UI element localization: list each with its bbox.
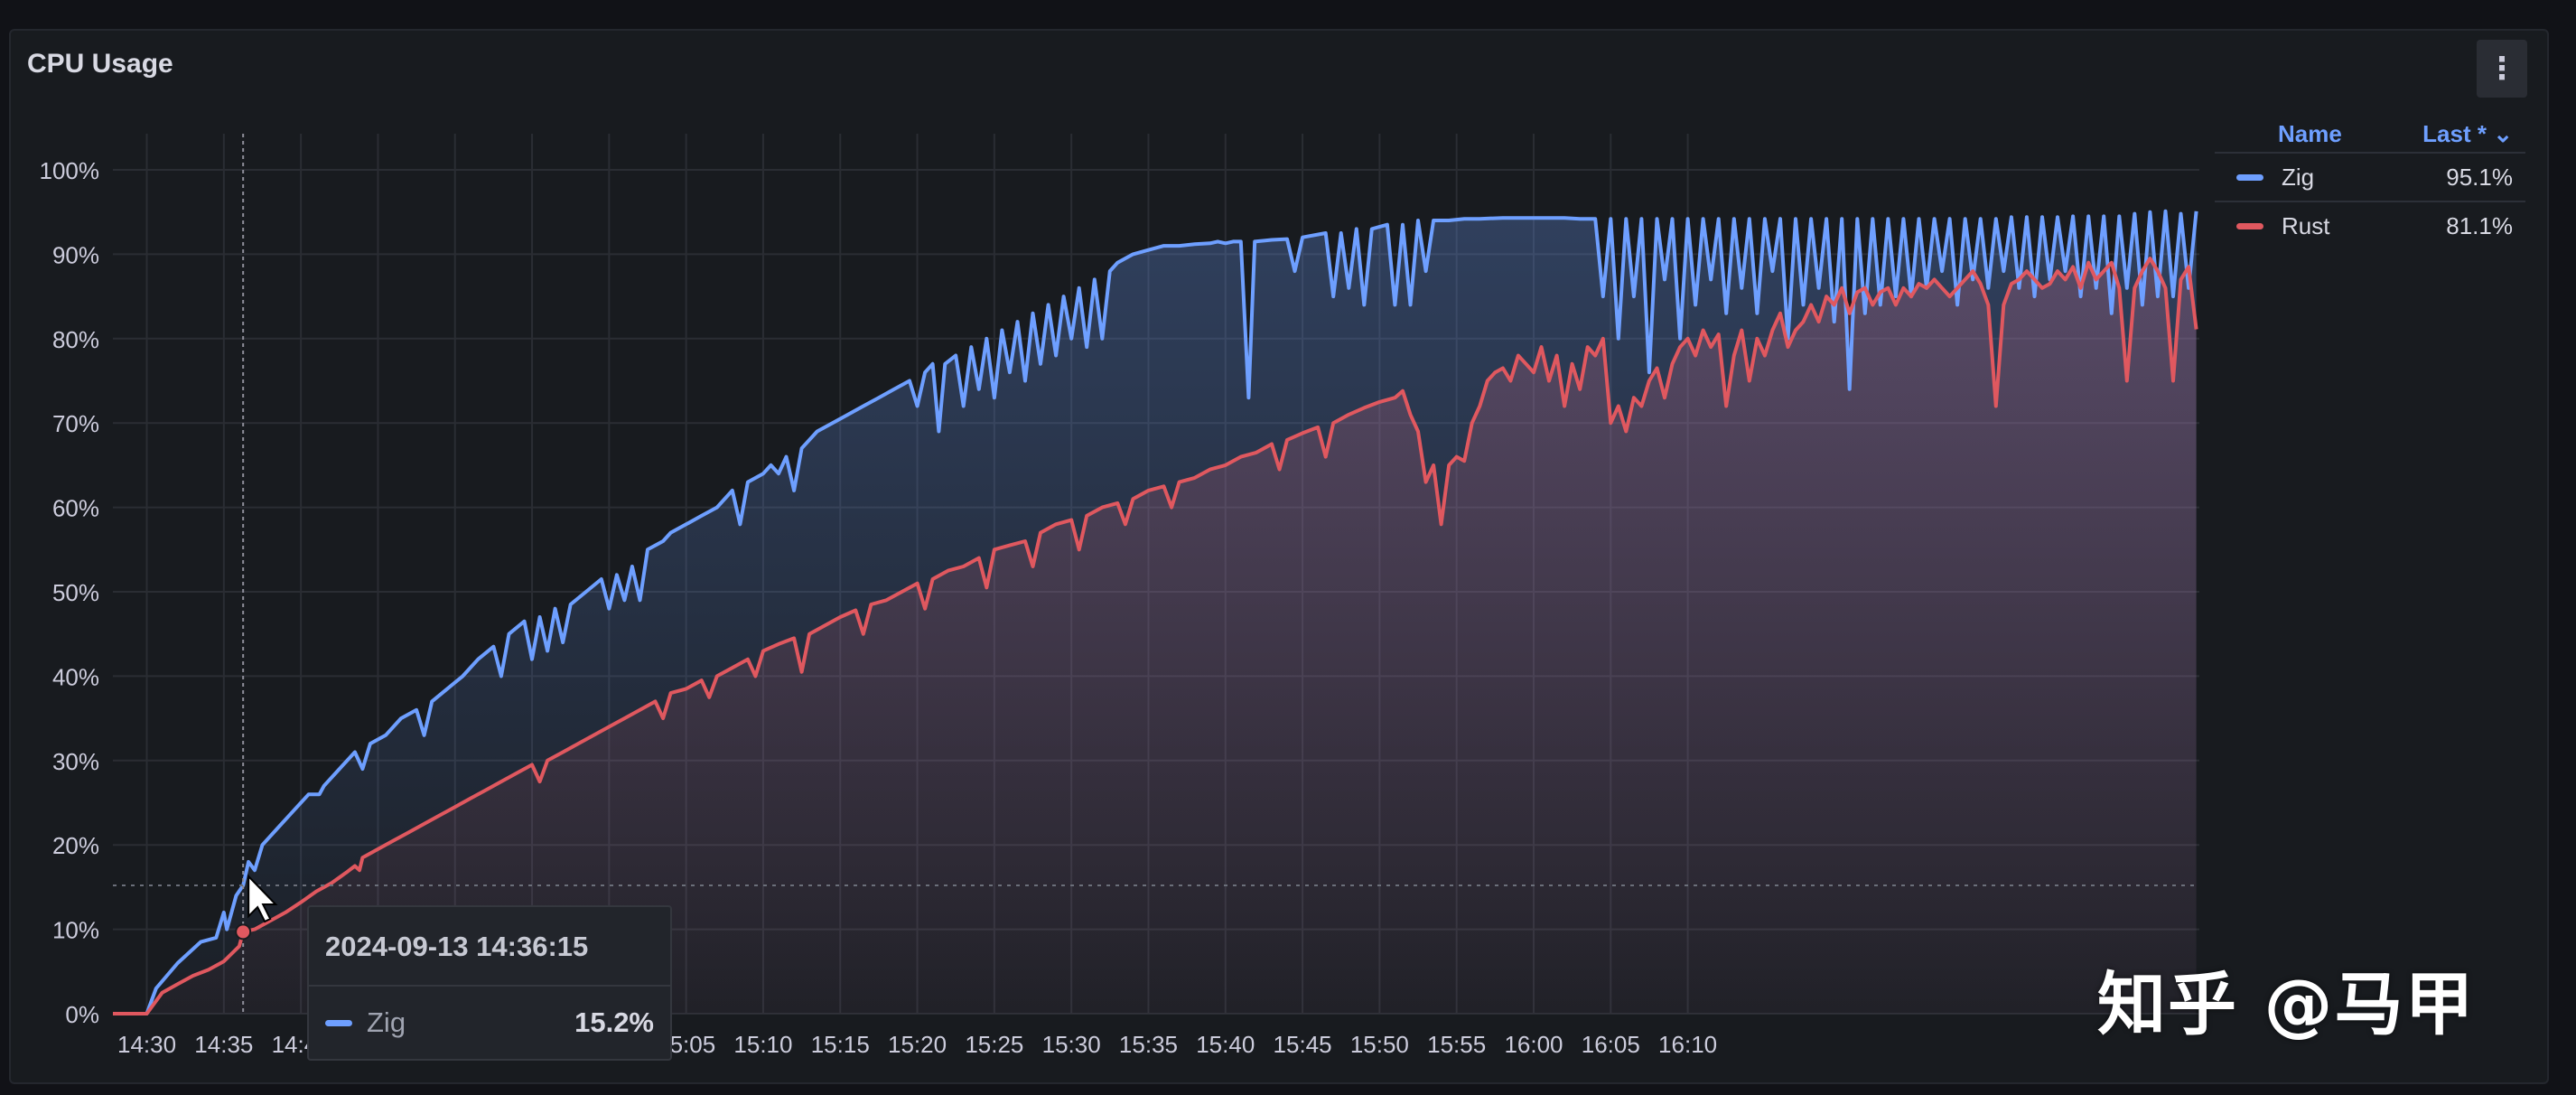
x-tick-label: 14:35: [194, 1031, 253, 1058]
x-tick-label: 15:30: [1042, 1031, 1101, 1058]
y-tick-label: 0%: [65, 1001, 99, 1028]
y-axis-labels: 0% 10% 20% 30% 40% 50% 60% 70% 80% 90% 100%: [40, 157, 100, 1028]
y-tick-label: 10%: [52, 917, 99, 944]
x-tick-label: 15:35: [1119, 1031, 1178, 1058]
chevron-down-icon: ⌄: [2493, 119, 2513, 147]
legend-name: Zig: [2282, 163, 2315, 191]
legend-header-value[interactable]: Last * ⌄: [2422, 120, 2513, 148]
tooltip-series-row: Zig 15.2%: [325, 1006, 654, 1039]
x-tick-label: 15:45: [1274, 1031, 1332, 1058]
legend-header-name[interactable]: Name: [2278, 119, 2342, 147]
x-tick-label: 16:10: [1658, 1031, 1717, 1058]
legend-value: 81.1%: [2446, 211, 2513, 239]
series-line-zig: [113, 209, 2198, 1015]
y-tick-label: 20%: [52, 832, 99, 859]
legend-header: Name Last * ⌄: [2215, 116, 2525, 152]
y-tick-label: 80%: [52, 326, 99, 353]
more-vertical-icon: ⋮: [2487, 51, 2517, 87]
x-tick-label: 16:05: [1582, 1031, 1640, 1058]
y-tick-label: 40%: [52, 663, 99, 690]
x-tick-label: 16:00: [1504, 1031, 1563, 1058]
tooltip-time: 2024-09-13 14:36:15: [325, 931, 589, 962]
tooltip-swatch: [325, 1019, 352, 1026]
legend-header-value-label: Last *: [2422, 119, 2487, 147]
y-tick-label: 60%: [52, 495, 99, 522]
panel-title: CPU Usage: [27, 49, 173, 79]
y-tick-label: 30%: [52, 748, 99, 775]
chart-tooltip: 2024-09-13 14:36:15 Zig 15.2%: [307, 905, 672, 1061]
y-tick-label: 100%: [40, 157, 100, 184]
y-tick-label: 90%: [52, 241, 99, 268]
y-tick-label: 50%: [52, 579, 99, 606]
x-tick-label: 15:50: [1350, 1031, 1409, 1058]
mouse-pointer-icon: [247, 874, 278, 923]
x-tick-label: 15:25: [965, 1031, 1023, 1058]
legend-swatch-zig: [2236, 173, 2263, 181]
chart-legend: Name Last * ⌄ Zig 95.1% Rust 81.1%: [2215, 116, 2525, 249]
x-tick-label: 15:55: [1427, 1031, 1486, 1058]
panel-menu-button[interactable]: ⋮: [2477, 40, 2527, 98]
watermark: 知乎 @马甲: [2097, 964, 2476, 1044]
legend-value: 95.1%: [2446, 163, 2513, 191]
series-line-rust: [113, 257, 2198, 1015]
x-tick-label: 15:20: [888, 1031, 947, 1058]
x-tick-label: 15:10: [733, 1031, 792, 1058]
legend-item-rust[interactable]: Rust 81.1%: [2215, 201, 2525, 249]
tooltip-divider: [309, 985, 670, 987]
hover-cursor: [113, 134, 2199, 1014]
legend-name: Rust: [2282, 211, 2330, 239]
series-area-zig: [113, 211, 2197, 1015]
x-tick-label: 15:40: [1196, 1031, 1255, 1058]
y-tick-label: 70%: [52, 410, 99, 437]
cursor-point-rust: [235, 923, 252, 941]
tooltip-series-name: Zig: [367, 1006, 406, 1038]
x-tick-label: 15:15: [811, 1031, 870, 1058]
tooltip-series-value: 15.2%: [574, 1006, 654, 1038]
chart-series: [113, 209, 2198, 1015]
legend-swatch-rust: [2236, 222, 2263, 229]
legend-item-zig[interactable]: Zig 95.1%: [2215, 152, 2525, 201]
x-tick-label: 14:30: [117, 1031, 176, 1058]
